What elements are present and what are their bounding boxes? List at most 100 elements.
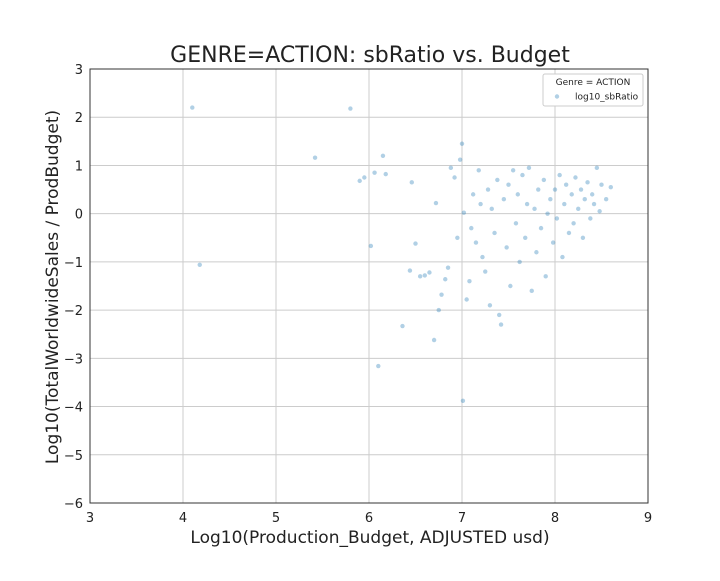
scatter-point [380, 153, 386, 158]
scatter-point [372, 170, 377, 175]
scatter-point [562, 201, 567, 207]
y-tick-label: −5 [64, 449, 83, 464]
scatter-point [523, 235, 528, 240]
x-tick-label: 7 [458, 511, 466, 526]
y-tick-label: −6 [64, 497, 83, 512]
scatter-point [520, 172, 525, 178]
y-tick-label: −1 [64, 256, 83, 271]
scatter-point [510, 168, 516, 173]
scatter-point [588, 216, 593, 221]
y-tick-label: −4 [64, 401, 83, 416]
scatter-point [513, 221, 519, 226]
scatter-point [407, 268, 413, 273]
scatter-point [560, 254, 565, 260]
scatter-point [417, 274, 423, 279]
scatter-point [534, 250, 539, 255]
y-tick-label: −3 [64, 352, 83, 367]
scatter-point [557, 172, 562, 178]
scatter-point [400, 323, 405, 329]
scatter-point [508, 283, 513, 289]
scatter-point [582, 197, 587, 202]
scatter-point [464, 297, 469, 302]
scatter-point [460, 398, 466, 403]
scatter-point [436, 307, 441, 313]
scatter-point [498, 322, 504, 327]
scatter-point [470, 192, 476, 197]
scatter-point [383, 171, 388, 177]
scatter-point [576, 206, 581, 212]
scatter-point [467, 278, 472, 284]
scatter-point [362, 175, 367, 180]
scatter-point [452, 175, 457, 180]
scatter-point [445, 265, 451, 270]
scatter-point [439, 292, 444, 297]
x-tick-label: 8 [551, 511, 559, 526]
scatter-point [590, 192, 595, 197]
y-tick-label: 0 [75, 208, 83, 223]
scatter-point [563, 182, 569, 187]
scatter-point [197, 262, 202, 267]
scatter-point [524, 201, 530, 207]
scatter-point [532, 206, 537, 212]
scatter-point [413, 241, 418, 246]
y-tick-label: 2 [75, 111, 83, 126]
scatter-point [376, 363, 381, 369]
scatter-point [478, 201, 483, 207]
scatter-point [492, 230, 497, 236]
scatter-point [409, 180, 414, 185]
scatter-point [566, 230, 572, 236]
scatter-point [550, 240, 556, 245]
scatter-point [495, 177, 500, 183]
scatter-point [487, 303, 493, 308]
scatter-point [526, 165, 532, 171]
scatter-point [599, 182, 604, 187]
scatter-point [497, 312, 502, 318]
scatter-point [538, 225, 544, 231]
scatter-point [536, 187, 541, 192]
x-tick-label: 4 [179, 511, 187, 526]
data-points [190, 105, 613, 403]
scatter-point [448, 165, 454, 171]
scatter-point [431, 337, 437, 343]
scatter-point [190, 105, 195, 110]
scatter-point [501, 197, 507, 202]
x-axis-label: Log10(Production_Budget, ADJUSTED usd) [190, 528, 549, 548]
scatter-point [517, 259, 522, 265]
scatter-point [443, 277, 448, 282]
scatter-point [422, 273, 427, 278]
scatter-point [594, 165, 600, 171]
scatter-point [573, 175, 578, 180]
x-tick-label: 9 [644, 511, 652, 526]
scatter-point [545, 211, 550, 216]
scatter-point [485, 187, 491, 192]
scatter-point [571, 221, 576, 226]
y-tick-label: 3 [75, 63, 83, 78]
x-tick-label: 6 [365, 511, 373, 526]
scatter-point [541, 177, 547, 183]
legend-marker [554, 94, 560, 99]
scatter-point [578, 187, 584, 192]
chart-title: GENRE=ACTION: sbRatio vs. Budget [170, 43, 570, 68]
legend-box [542, 73, 644, 107]
scatter-point [455, 235, 460, 240]
scatter-point [580, 235, 586, 240]
scatter-point [483, 269, 488, 274]
scatter-point [469, 225, 474, 231]
x-tick-label: 5 [272, 511, 280, 526]
scatter-point [515, 192, 520, 197]
scatter-point [543, 274, 548, 279]
y-tick-label: 1 [75, 159, 83, 174]
scatter-point [504, 245, 509, 250]
x-tick-labels: 3 4 5 6 7 8 9 [86, 511, 652, 526]
scatter-point [473, 240, 479, 245]
scatter-point [585, 180, 590, 185]
y-axis-label: Log10(TotalWorldwideSales / ProdBudget) [43, 110, 63, 464]
legend-entry-label: log10_sbRatio [575, 93, 639, 103]
scatter-point [433, 200, 439, 206]
scatter-point [368, 243, 374, 249]
scatter-point [597, 209, 602, 214]
plot-frame [89, 68, 649, 504]
scatter-point [480, 254, 485, 260]
